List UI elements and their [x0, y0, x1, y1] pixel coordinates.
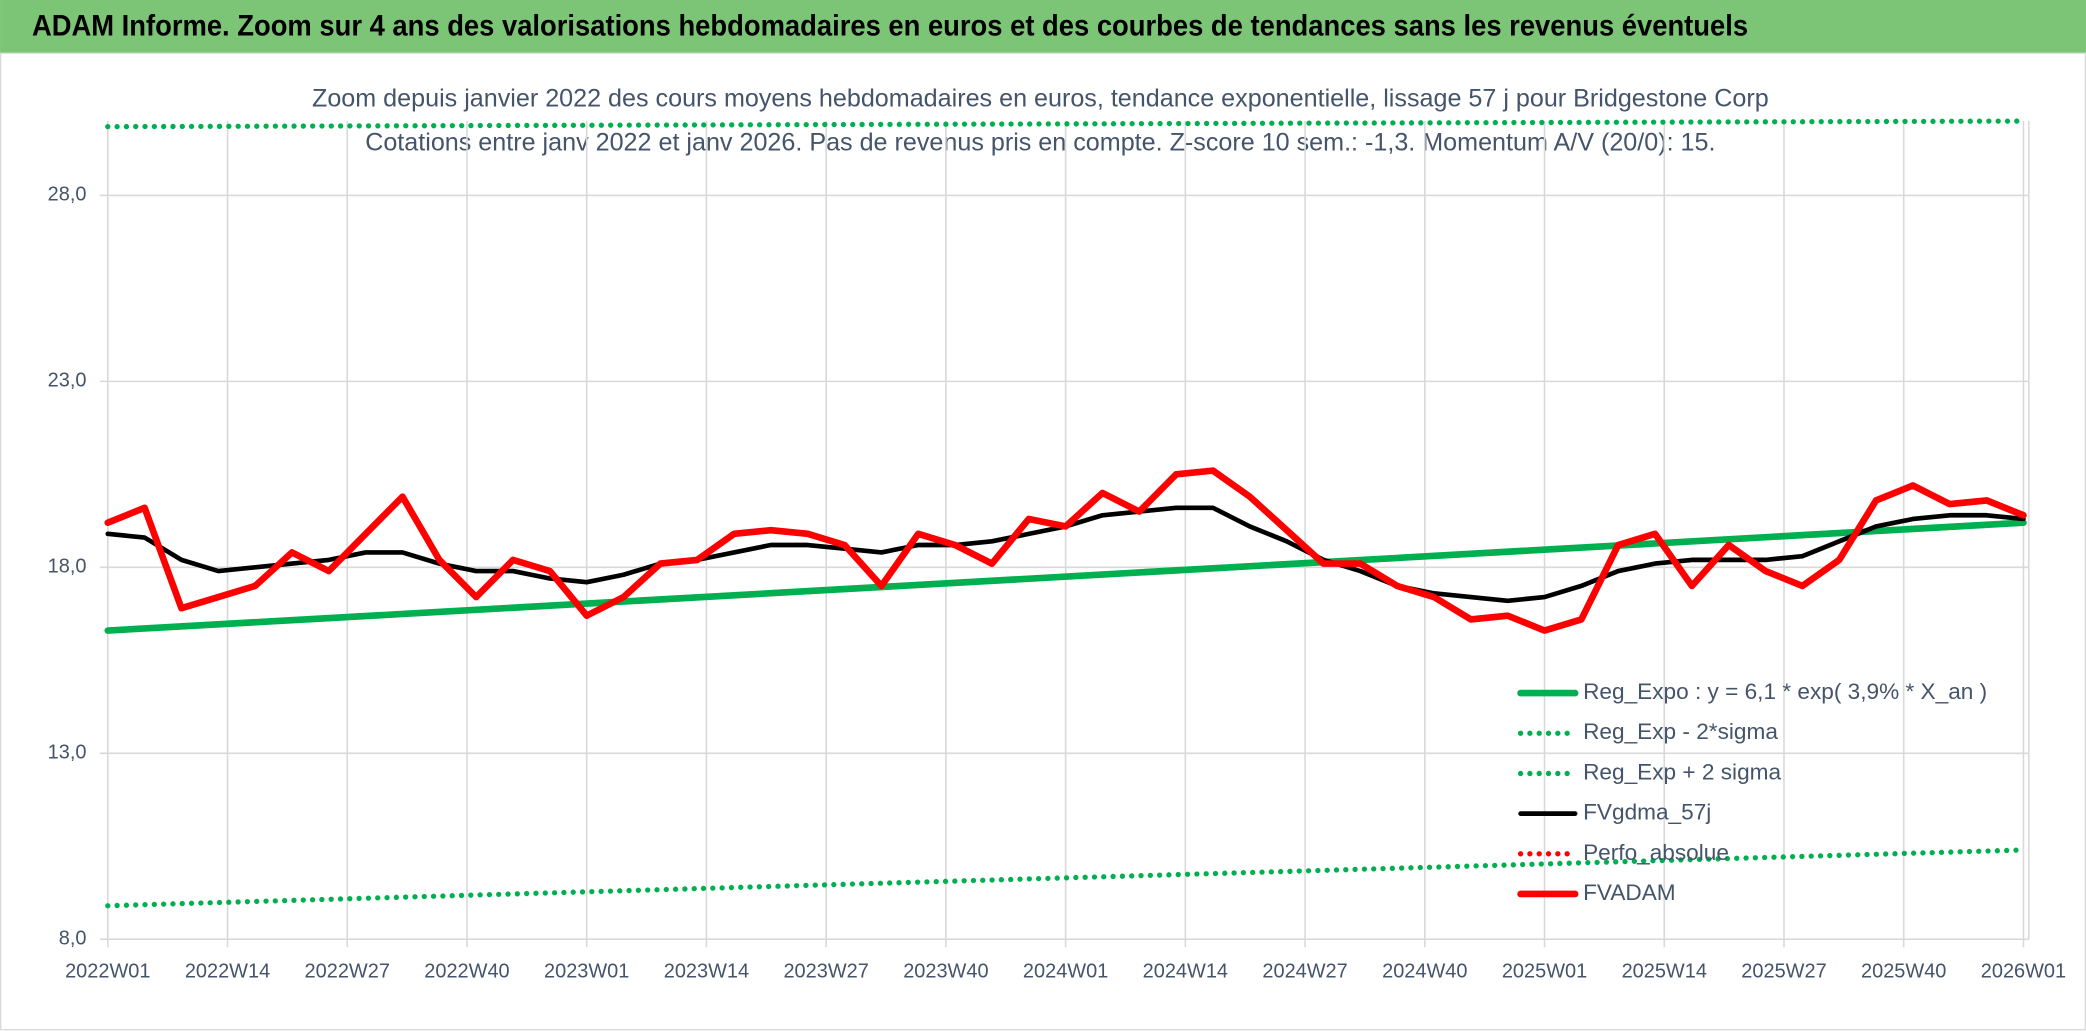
frame	[0, 52, 2086, 1031]
y-tick-label: 18,0	[48, 556, 87, 578]
legend-label: Perfo_absolue	[1583, 840, 1729, 865]
x-tick-label: 2022W40	[424, 961, 509, 983]
series-line	[104, 519, 2027, 634]
x-tick-label: 2025W14	[1622, 961, 1707, 983]
x-tick-label: 2022W01	[65, 961, 150, 983]
x-tick-label: 2025W27	[1741, 961, 1826, 983]
x-tick-label: 2023W14	[664, 961, 749, 983]
y-tick-label: 23,0	[48, 370, 87, 392]
header-title: ADAM Informe. Zoom sur 4 ans des valoris…	[32, 11, 1748, 43]
x-tick-label: 2026W01	[1981, 961, 2066, 983]
chart-subtitle: Cotations entre janv 2022 et janv 2026. …	[365, 128, 1715, 156]
x-tick-label: 2022W14	[185, 961, 270, 983]
y-tick-label: 8,0	[59, 927, 87, 949]
series-line	[105, 118, 2027, 130]
x-tick-label: 2023W27	[783, 961, 868, 983]
x-tick-label: 2022W27	[305, 961, 390, 983]
x-tick-label: 2023W01	[544, 961, 629, 983]
x-tick-label: 2023W40	[903, 961, 988, 983]
x-tick-label: 2025W40	[1861, 961, 1946, 983]
y-tick-label: 13,0	[48, 742, 87, 764]
legend-label: Reg_Expo : y = 6,1 * exp( 3,9% * X_an )	[1583, 679, 1987, 704]
x-tick-label: 2025W01	[1502, 961, 1587, 983]
legend-label: Reg_Exp - 2*sigma	[1583, 719, 1778, 744]
legend: Reg_Expo : y = 6,1 * exp( 3,9% * X_an ) R…	[1517, 679, 1987, 905]
x-tick-label: 2024W27	[1262, 961, 1347, 983]
legend-label: FVgdma_57j	[1583, 800, 1711, 825]
header-bar	[0, 0, 2086, 54]
legend-label: FVADAM	[1583, 880, 1676, 905]
series-line	[104, 467, 2027, 634]
x-tick-label: 2024W40	[1382, 961, 1467, 983]
x-tick-label: 2024W14	[1143, 961, 1228, 983]
x-tick-label: 2024W01	[1023, 961, 1108, 983]
chart-title: Zoom depuis janvier 2022 des cours moyen…	[312, 84, 1769, 112]
plot-area	[104, 118, 2027, 909]
y-tick-label: 28,0	[48, 184, 87, 206]
series-line	[105, 847, 2027, 909]
legend-label: Reg_Exp + 2 sigma	[1583, 759, 1781, 784]
